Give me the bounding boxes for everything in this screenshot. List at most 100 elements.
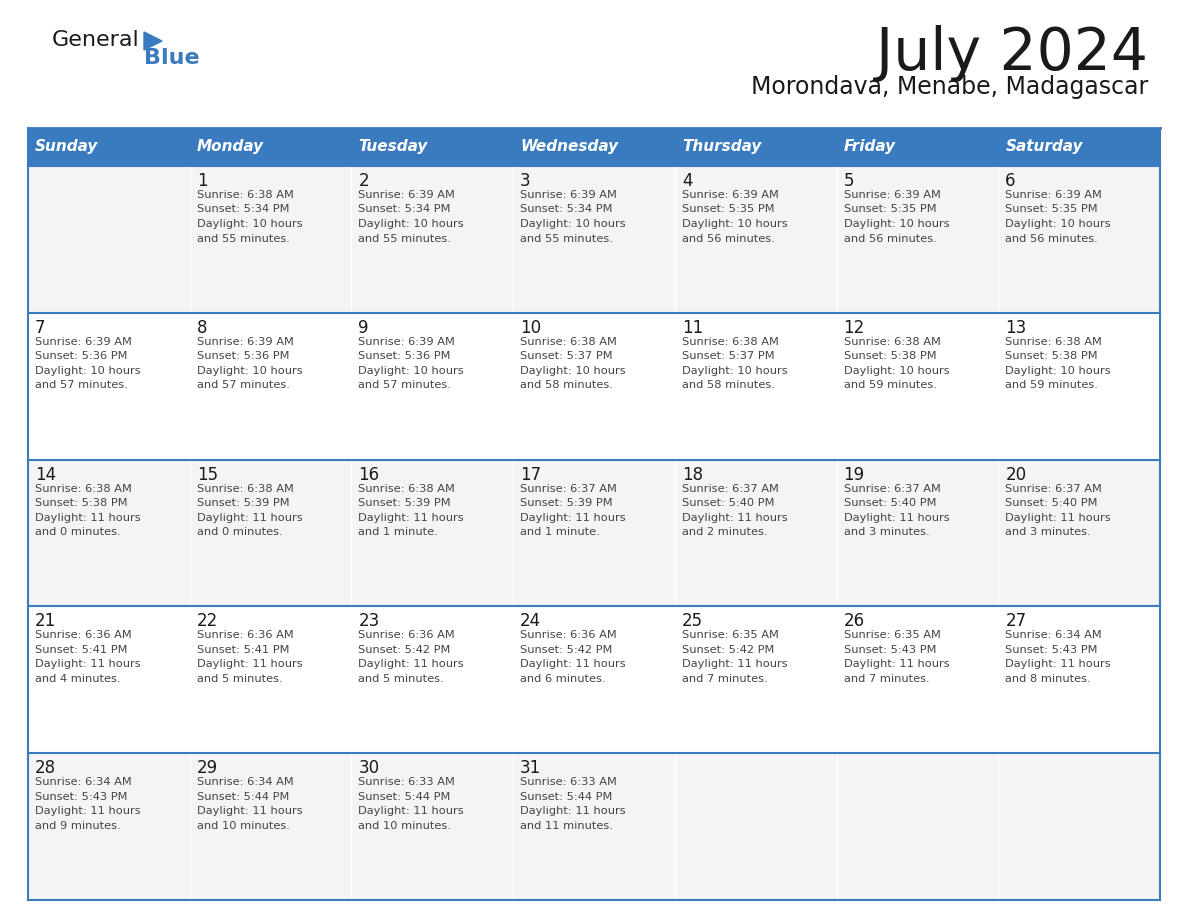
Text: Sunset: 5:41 PM: Sunset: 5:41 PM [197, 645, 289, 655]
Text: and 10 minutes.: and 10 minutes. [359, 821, 451, 831]
Text: Sunset: 5:42 PM: Sunset: 5:42 PM [520, 645, 613, 655]
Text: Daylight: 11 hours: Daylight: 11 hours [197, 806, 302, 816]
Text: Sunrise: 6:37 AM: Sunrise: 6:37 AM [843, 484, 941, 494]
Text: and 3 minutes.: and 3 minutes. [843, 527, 929, 537]
Text: Daylight: 10 hours: Daylight: 10 hours [359, 365, 465, 375]
Bar [29, 460, 1159, 607]
Text: Daylight: 10 hours: Daylight: 10 hours [520, 365, 626, 375]
Text: Sunrise: 6:38 AM: Sunrise: 6:38 AM [520, 337, 617, 347]
Text: Daylight: 11 hours: Daylight: 11 hours [359, 512, 465, 522]
Text: Monday: Monday [197, 140, 264, 154]
Text: 24: 24 [520, 612, 542, 631]
Text: Sunset: 5:39 PM: Sunset: 5:39 PM [197, 498, 290, 508]
Text: Daylight: 11 hours: Daylight: 11 hours [682, 659, 788, 669]
Text: Daylight: 11 hours: Daylight: 11 hours [520, 512, 626, 522]
Text: Daylight: 10 hours: Daylight: 10 hours [682, 219, 788, 229]
Bar [675, 128, 836, 166]
Text: Sunrise: 6:33 AM: Sunrise: 6:33 AM [359, 778, 455, 788]
Text: Sunset: 5:40 PM: Sunset: 5:40 PM [682, 498, 775, 508]
Text: Sunrise: 6:39 AM: Sunrise: 6:39 AM [359, 190, 455, 200]
Bar [29, 166, 1159, 313]
Text: Sunset: 5:43 PM: Sunset: 5:43 PM [1005, 645, 1098, 655]
Text: Sunset: 5:43 PM: Sunset: 5:43 PM [843, 645, 936, 655]
Text: and 4 minutes.: and 4 minutes. [34, 674, 120, 684]
Text: Sunset: 5:42 PM: Sunset: 5:42 PM [359, 645, 450, 655]
Bar [29, 753, 1159, 900]
Text: Daylight: 11 hours: Daylight: 11 hours [520, 659, 626, 669]
Text: Sunrise: 6:38 AM: Sunrise: 6:38 AM [34, 484, 132, 494]
Text: 6: 6 [1005, 172, 1016, 190]
Text: 7: 7 [34, 319, 45, 337]
Text: Sunrise: 6:35 AM: Sunrise: 6:35 AM [682, 631, 778, 641]
Text: Sunset: 5:40 PM: Sunset: 5:40 PM [843, 498, 936, 508]
Bar [352, 128, 513, 166]
Text: Daylight: 10 hours: Daylight: 10 hours [197, 365, 302, 375]
Bar [998, 128, 1159, 166]
Bar [29, 313, 1159, 460]
Text: 9: 9 [359, 319, 369, 337]
Text: 27: 27 [1005, 612, 1026, 631]
Text: Sunrise: 6:38 AM: Sunrise: 6:38 AM [682, 337, 778, 347]
Text: Sunrise: 6:35 AM: Sunrise: 6:35 AM [843, 631, 941, 641]
Text: 21: 21 [34, 612, 56, 631]
Text: Daylight: 10 hours: Daylight: 10 hours [1005, 365, 1111, 375]
Text: Sunset: 5:36 PM: Sunset: 5:36 PM [34, 352, 127, 362]
Text: and 7 minutes.: and 7 minutes. [682, 674, 767, 684]
Text: Daylight: 10 hours: Daylight: 10 hours [843, 219, 949, 229]
Text: Sunrise: 6:34 AM: Sunrise: 6:34 AM [1005, 631, 1102, 641]
Text: Daylight: 11 hours: Daylight: 11 hours [359, 806, 465, 816]
Text: Sunrise: 6:36 AM: Sunrise: 6:36 AM [34, 631, 132, 641]
Text: Sunrise: 6:39 AM: Sunrise: 6:39 AM [34, 337, 132, 347]
Text: 14: 14 [34, 465, 56, 484]
Text: Sunrise: 6:39 AM: Sunrise: 6:39 AM [197, 337, 293, 347]
Text: Sunset: 5:39 PM: Sunset: 5:39 PM [359, 498, 451, 508]
Text: Sunset: 5:43 PM: Sunset: 5:43 PM [34, 791, 127, 801]
Text: Daylight: 10 hours: Daylight: 10 hours [843, 365, 949, 375]
Text: and 8 minutes.: and 8 minutes. [1005, 674, 1091, 684]
Text: Sunrise: 6:36 AM: Sunrise: 6:36 AM [520, 631, 617, 641]
Text: 18: 18 [682, 465, 703, 484]
Text: Sunset: 5:44 PM: Sunset: 5:44 PM [197, 791, 289, 801]
Text: Sunrise: 6:39 AM: Sunrise: 6:39 AM [1005, 190, 1102, 200]
Text: 19: 19 [843, 465, 865, 484]
Text: 1: 1 [197, 172, 208, 190]
Text: and 7 minutes.: and 7 minutes. [843, 674, 929, 684]
Text: Daylight: 11 hours: Daylight: 11 hours [34, 512, 140, 522]
Text: Wednesday: Wednesday [520, 140, 618, 154]
Text: and 57 minutes.: and 57 minutes. [359, 380, 451, 390]
Text: Sunrise: 6:37 AM: Sunrise: 6:37 AM [682, 484, 778, 494]
Text: Sunset: 5:34 PM: Sunset: 5:34 PM [359, 205, 451, 215]
Text: Sunset: 5:38 PM: Sunset: 5:38 PM [843, 352, 936, 362]
Text: Sunset: 5:36 PM: Sunset: 5:36 PM [359, 352, 451, 362]
Text: 28: 28 [34, 759, 56, 778]
Text: and 55 minutes.: and 55 minutes. [197, 233, 290, 243]
Text: and 59 minutes.: and 59 minutes. [843, 380, 936, 390]
Text: Sunrise: 6:38 AM: Sunrise: 6:38 AM [197, 190, 293, 200]
Text: Daylight: 11 hours: Daylight: 11 hours [197, 512, 302, 522]
Text: and 57 minutes.: and 57 minutes. [197, 380, 290, 390]
Text: Sunset: 5:39 PM: Sunset: 5:39 PM [520, 498, 613, 508]
Text: Daylight: 11 hours: Daylight: 11 hours [843, 512, 949, 522]
Text: Daylight: 11 hours: Daylight: 11 hours [197, 659, 302, 669]
Text: 13: 13 [1005, 319, 1026, 337]
Text: Tuesday: Tuesday [359, 140, 428, 154]
Text: and 56 minutes.: and 56 minutes. [1005, 233, 1098, 243]
Text: Sunset: 5:42 PM: Sunset: 5:42 PM [682, 645, 775, 655]
Bar [513, 128, 675, 166]
Text: Saturday: Saturday [1005, 140, 1082, 154]
Text: and 56 minutes.: and 56 minutes. [682, 233, 775, 243]
Text: Daylight: 11 hours: Daylight: 11 hours [1005, 512, 1111, 522]
Text: 22: 22 [197, 612, 217, 631]
Text: and 0 minutes.: and 0 minutes. [34, 527, 121, 537]
Text: Daylight: 10 hours: Daylight: 10 hours [359, 219, 465, 229]
Text: and 3 minutes.: and 3 minutes. [1005, 527, 1091, 537]
Text: Sunset: 5:35 PM: Sunset: 5:35 PM [843, 205, 936, 215]
Text: and 10 minutes.: and 10 minutes. [197, 821, 290, 831]
Text: Daylight: 10 hours: Daylight: 10 hours [520, 219, 626, 229]
Text: July 2024: July 2024 [876, 25, 1148, 82]
Text: 20: 20 [1005, 465, 1026, 484]
Text: Sunrise: 6:39 AM: Sunrise: 6:39 AM [359, 337, 455, 347]
Text: and 6 minutes.: and 6 minutes. [520, 674, 606, 684]
Text: Sunrise: 6:38 AM: Sunrise: 6:38 AM [197, 484, 293, 494]
Text: and 57 minutes.: and 57 minutes. [34, 380, 128, 390]
